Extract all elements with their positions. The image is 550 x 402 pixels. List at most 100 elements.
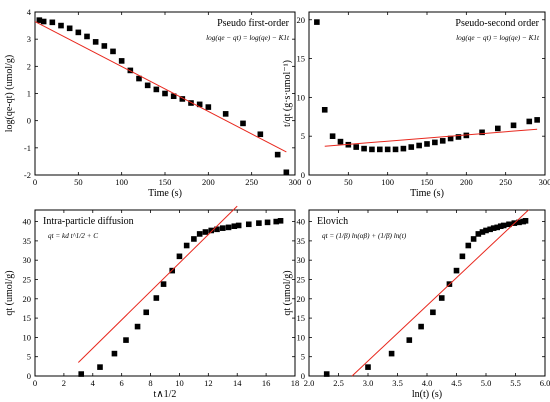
data-point (78, 371, 85, 377)
data-point (123, 337, 129, 343)
data-point (144, 82, 151, 89)
data-point (36, 17, 43, 23)
y-tick-label: 40 (23, 217, 32, 227)
fit-line (351, 209, 529, 377)
x-tick-label: 100 (115, 177, 128, 187)
data-point (459, 253, 466, 260)
y-tick-label: 5 (301, 131, 305, 141)
data-point (264, 219, 271, 226)
data-point (162, 90, 168, 97)
data-point (134, 323, 141, 330)
data-point (361, 145, 367, 152)
x-tick-label: 2.0 (304, 378, 315, 388)
data-point (400, 145, 407, 152)
data-point (143, 309, 150, 316)
x-tick-label: 50 (74, 177, 83, 187)
x-tick-label: 3.5 (392, 378, 403, 388)
data-point (160, 281, 167, 287)
y-axis-label: qt (umol/g) (4, 270, 15, 315)
y-tick-label: 25 (297, 274, 306, 284)
data-point (455, 134, 462, 140)
y-tick-label: 1 (27, 89, 31, 99)
data-point (222, 111, 229, 117)
data-point (49, 19, 56, 26)
data-point (235, 222, 242, 229)
x-tick-label: 12 (204, 378, 213, 388)
data-point (323, 371, 330, 377)
panel-3: 0 2 4 6 8 10 12 14 16 18 0 5 10 15 20 25 30 35 40 t∧1/2 qt (… (4, 205, 300, 400)
data-point (40, 18, 47, 25)
data-point (377, 146, 383, 153)
x-tick-label: 150 (421, 177, 434, 187)
data-point (479, 229, 486, 235)
data-point (183, 242, 190, 249)
data-point (202, 229, 209, 235)
data-point (153, 86, 160, 93)
x-tick-label: 300 (539, 177, 550, 187)
data-point (500, 222, 507, 229)
data-point (196, 101, 203, 108)
data-point (58, 22, 64, 29)
data-point (526, 118, 533, 125)
x-tick-label: 250 (499, 177, 512, 187)
y-tick-label: 15 (23, 313, 32, 323)
data-point (314, 19, 320, 25)
data-point (179, 96, 186, 102)
data-point (406, 337, 413, 343)
panel-equation: log(qe − qt) = log(qe) − K1t (206, 34, 290, 42)
x-tick-label: 0 (33, 378, 37, 388)
x-tick-label: 4 (91, 378, 96, 388)
data-point (257, 131, 264, 138)
x-tick-label: 150 (159, 177, 172, 187)
y-tick-label: 5 (27, 352, 31, 362)
plot-frame (34, 209, 296, 377)
y-tick-label: 0 (27, 371, 31, 381)
data-point (353, 144, 359, 150)
x-axis-label: Time (s) (410, 188, 444, 199)
data-point (101, 43, 108, 49)
x-axis-label: ln(t) (s) (412, 389, 442, 400)
data-point (453, 267, 460, 274)
data-point (463, 132, 470, 139)
data-point (208, 227, 215, 234)
y-tick-label: 10 (297, 92, 306, 102)
y-tick-label: 4 (27, 7, 32, 17)
data-point (439, 138, 446, 144)
panel-equation: qt = (1/β) ln(αβ) + (1/β) ln(t) (322, 232, 407, 240)
data-point (84, 33, 90, 40)
x-tick-label: 18 (291, 378, 300, 388)
x-tick-label: 6.0 (540, 378, 550, 388)
data-point (118, 58, 125, 64)
data-point (231, 223, 238, 230)
y-tick-label: 0 (27, 116, 31, 126)
data-point (170, 93, 177, 100)
x-tick-label: 10 (175, 378, 184, 388)
x-tick-label: 0 (33, 177, 37, 187)
y-tick-label: 5 (301, 352, 305, 362)
data-point (196, 231, 203, 237)
y-tick-label: 10 (23, 332, 32, 342)
data-point (219, 225, 226, 231)
data-point (510, 122, 517, 129)
data-point (75, 29, 82, 36)
data-point (490, 225, 497, 231)
y-tick-label: 20 (23, 294, 32, 304)
y-tick-label: -2 (24, 170, 31, 180)
panel-title: Intra-particle diffusion (43, 216, 134, 227)
y-tick-label: -1 (24, 143, 31, 153)
data-point (424, 141, 430, 147)
data-point (136, 75, 142, 82)
x-tick-label: 14 (233, 378, 242, 388)
data-point (97, 364, 103, 370)
data-point (277, 218, 284, 224)
data-point (522, 218, 529, 224)
y-tick-label: 40 (297, 217, 306, 227)
data-point (447, 135, 454, 142)
data-point (274, 151, 281, 158)
data-point (111, 350, 118, 357)
data-point (191, 236, 197, 242)
data-point (534, 117, 540, 123)
x-tick-label: 250 (245, 177, 258, 187)
